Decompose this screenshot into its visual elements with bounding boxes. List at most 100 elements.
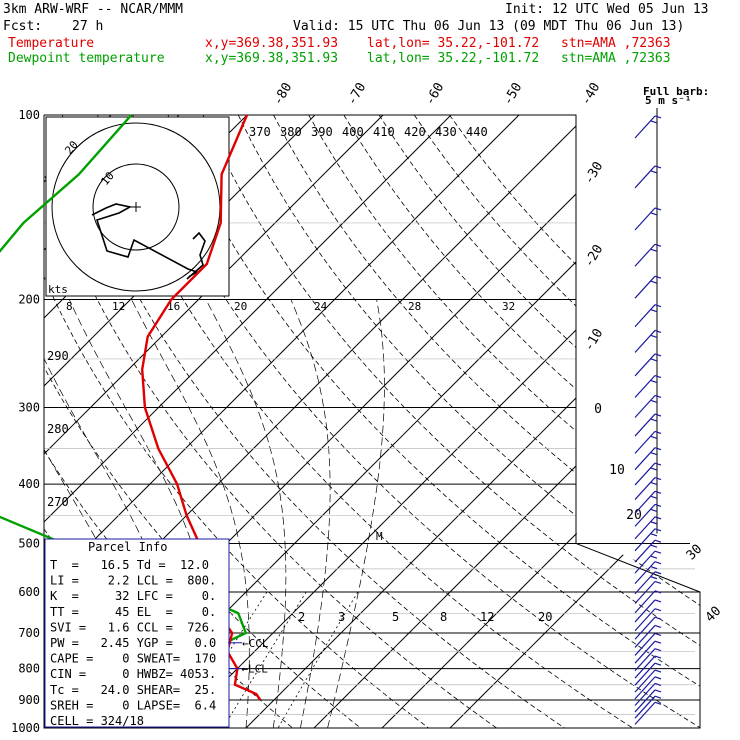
theta-label: 370	[249, 125, 271, 139]
wind-barb-staff	[634, 689, 656, 713]
wind-barb-flag	[654, 655, 662, 659]
wind-barb-flag	[650, 555, 658, 559]
wind-barb-flag	[650, 212, 658, 216]
wind-barb	[634, 430, 662, 454]
wind-barb-flag	[654, 374, 662, 379]
wind-barb-flag	[650, 521, 658, 525]
wind-barb-flag	[654, 430, 662, 434]
wind-barb-flag	[654, 329, 662, 334]
mixing-ratio-label: 20	[538, 610, 552, 624]
wind-barb-flag	[650, 481, 658, 486]
wind-barb-flag	[650, 248, 658, 252]
wind-barb-flag	[654, 676, 662, 680]
pressure-label: 200	[18, 293, 40, 307]
wind-barb-flag	[654, 413, 662, 417]
wind-barb-staff	[634, 616, 656, 640]
wind-barb-flag	[650, 309, 658, 313]
wind-barb	[634, 701, 662, 725]
wind-barb	[634, 539, 662, 563]
theta-label: 380	[280, 125, 302, 139]
isotherm-label: -20	[582, 242, 607, 270]
wind-barb	[634, 413, 662, 437]
wind-barb	[634, 599, 662, 623]
isotherm-label: 0	[594, 402, 602, 417]
wind-barb-flag	[654, 689, 662, 693]
wind-barb	[634, 662, 662, 686]
dry-adiabat-line	[273, 115, 700, 728]
mixing-ratio-label: 5	[392, 610, 399, 624]
wind-barb-flag	[654, 275, 662, 279]
wind-barb	[634, 550, 662, 574]
theta-label: 280	[47, 422, 69, 436]
dry-adiabat-line	[237, 115, 700, 728]
wind-barb-staff	[634, 571, 656, 595]
theta-label: 420	[404, 125, 426, 139]
wind-barb-flag	[650, 120, 658, 124]
wind-barb	[634, 580, 662, 604]
wind-barb-flag	[654, 462, 662, 466]
theta-label: 440	[466, 125, 488, 139]
wind-barb	[634, 676, 662, 700]
wind-barb-flag	[654, 394, 662, 399]
dry-adiabat-line	[308, 115, 700, 728]
wind-barb-staff	[634, 625, 656, 648]
wind-barb-staff	[634, 207, 656, 231]
wind-barb	[634, 590, 662, 614]
wind-barb-staff	[634, 413, 656, 437]
temperature-legend: Temperature	[8, 36, 95, 51]
wind-barb-flag	[654, 550, 662, 554]
parcel-info-row: SVI = 1.6 CCL = 726.	[50, 620, 216, 634]
wind-barb-flag	[654, 640, 662, 644]
parcel-info-row: T = 16.5 Td = 12.0	[50, 558, 209, 572]
wind-barb	[634, 207, 662, 231]
isotherm-label: 40	[703, 604, 725, 626]
wind-barb-flag	[654, 701, 662, 705]
wind-barb-flag	[654, 608, 662, 612]
parcel-info-row: Tc = 24.0 SHEAR= 25.	[50, 683, 216, 697]
ccl-label: ←CCL	[242, 637, 269, 650]
isotherm-label: -70	[345, 80, 370, 108]
pressure-label: 300	[18, 400, 40, 414]
wind-barb-staff	[634, 590, 656, 614]
wind-barb	[634, 655, 662, 679]
wind-barb	[634, 275, 662, 299]
dewpoint-station: stn=AMA ,72363	[561, 51, 671, 66]
wind-barb-staff	[634, 430, 656, 454]
wind-barb	[634, 243, 662, 267]
wind-barb-flag	[654, 648, 662, 652]
mixing-ratio-line	[277, 591, 359, 728]
wind-barb-flag	[654, 616, 662, 620]
moist-adiabat-line	[327, 299, 385, 728]
dewpoint-legend: Dewpoint temperature	[8, 51, 165, 66]
wind-barb-staff	[634, 353, 656, 377]
mixing-ratio-label: 2	[298, 610, 305, 624]
wind-barb	[634, 695, 662, 719]
wind-barb-flag	[650, 170, 658, 174]
wind-barb-flag	[654, 115, 662, 119]
wind-barb-staff	[634, 115, 656, 139]
wind-barb-staff	[634, 655, 656, 679]
wind-barb-flag	[654, 165, 662, 169]
wind-barb-staff	[634, 447, 656, 471]
wind-barb-staff	[634, 640, 656, 664]
hodograph-trace	[91, 203, 206, 280]
wind-barb-header: Full barb:	[643, 85, 709, 98]
theta-label: 410	[373, 125, 395, 139]
wind-barb-flag	[650, 334, 658, 339]
wind-barb-flag	[654, 447, 662, 451]
temperature-xy: x,y=369.38,351.93	[205, 36, 339, 51]
hodograph-speed-label: 12	[112, 300, 125, 313]
wind-barb-flag	[650, 452, 658, 456]
parcel-info-title: Parcel Info	[88, 540, 167, 554]
wind-barb-staff	[634, 561, 656, 585]
wind-barb	[634, 608, 662, 632]
wind-barb-staff	[634, 648, 656, 672]
theta-label: 270	[47, 495, 69, 509]
theta-label: 290	[47, 349, 69, 363]
wind-barb	[634, 669, 662, 693]
wind-barb-staff	[634, 528, 656, 552]
wind-barb	[634, 528, 662, 552]
wind-barb-staff	[634, 243, 656, 267]
pressure-label: 100	[18, 108, 40, 122]
